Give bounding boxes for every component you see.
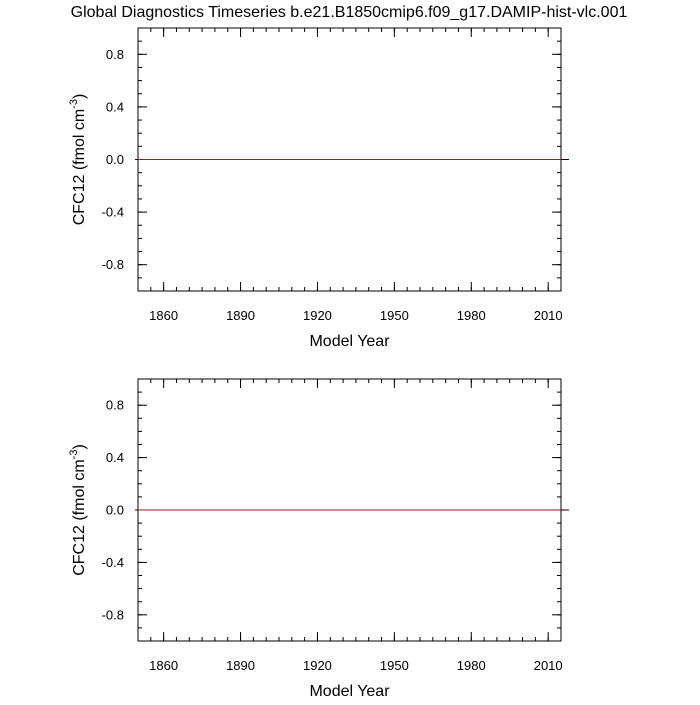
x-tick-label: 1950 — [380, 658, 409, 673]
x-tick-label: 1950 — [380, 308, 409, 323]
chart-title: Global Diagnostics Timeseries b.e21.B185… — [71, 4, 628, 21]
y-tick-label: 0.8 — [106, 47, 124, 62]
x-axis-label: Model Year — [309, 683, 390, 700]
x-axis-label: Model Year — [309, 333, 390, 350]
y-tick-label: 0.4 — [106, 450, 124, 465]
x-tick-label: 1860 — [149, 658, 178, 673]
y-axis-label: CFC12 (fmol cm-3) — [68, 94, 88, 226]
x-tick-label: 2010 — [534, 308, 563, 323]
y-tick-label: 0.0 — [106, 503, 124, 518]
x-tick-label: 1980 — [457, 658, 486, 673]
x-tick-label: 1980 — [457, 308, 486, 323]
x-tick-label: 2010 — [534, 658, 563, 673]
y-axis-label: CFC12 (fmol cm-3) — [68, 444, 88, 576]
x-tick-label: 1920 — [303, 658, 332, 673]
x-tick-label: 1920 — [303, 308, 332, 323]
chart-bottom: 1860 1890 1920 1950 1980 2010 0.8 0.4 0.0 -0.4 -0.… — [68, 378, 569, 700]
x-tick-label: 1890 — [226, 658, 255, 673]
y-tick-label: 0.8 — [106, 398, 124, 413]
y-tick-label: -0.8 — [102, 607, 124, 622]
y-tick-label: -0.4 — [102, 555, 124, 570]
y-tick-label: -0.4 — [102, 205, 124, 220]
y-tick-label: 0.0 — [106, 152, 124, 167]
x-tick-label: 1890 — [226, 308, 255, 323]
chart-top: 1860 1890 1920 1950 1980 2010 0.8 0.4 0.0 -0.4 -0.… — [68, 27, 569, 350]
y-tick-label: 0.4 — [106, 99, 124, 114]
y-tick-label: -0.8 — [102, 257, 124, 272]
x-tick-label: 1860 — [149, 308, 178, 323]
